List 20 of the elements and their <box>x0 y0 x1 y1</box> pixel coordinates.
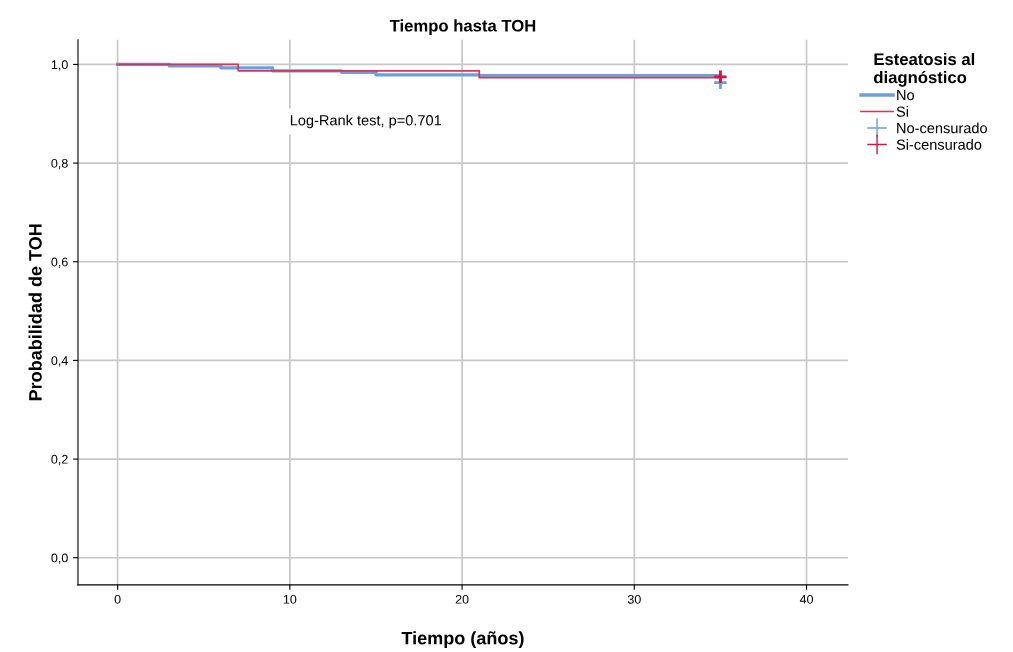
legend-label: Si <box>896 106 908 117</box>
y-tick-label: 0,4 <box>51 356 68 367</box>
x-tick-label: 20 <box>455 594 469 604</box>
y-tick-label: 0,2 <box>51 454 68 466</box>
x-tick-label: 40 <box>799 594 814 604</box>
y-tick-label: 1,0 <box>51 60 68 71</box>
legend-label: No-censurado <box>897 122 987 134</box>
y-tick-label: 0,8 <box>51 158 68 170</box>
legend-title: Esteatosis al diagnóstico <box>874 52 975 87</box>
annotation: Log-Rank test, p=0.701 <box>290 114 442 129</box>
y-axis-title: Probabilidad de TOH <box>28 224 42 401</box>
x-tick-label: 0 <box>114 594 121 604</box>
y-tick-label: 0,6 <box>51 257 68 268</box>
x-tick-label: 10 <box>283 594 297 604</box>
x-axis-title: Tiempo (años) <box>401 631 524 649</box>
chart-title: Tiempo hasta TOH <box>389 19 536 35</box>
legend-label: No <box>897 90 915 101</box>
y-tick-label: 0,0 <box>51 553 68 564</box>
x-tick-label: 30 <box>627 594 641 604</box>
legend-label: Si-censurado <box>896 139 982 150</box>
